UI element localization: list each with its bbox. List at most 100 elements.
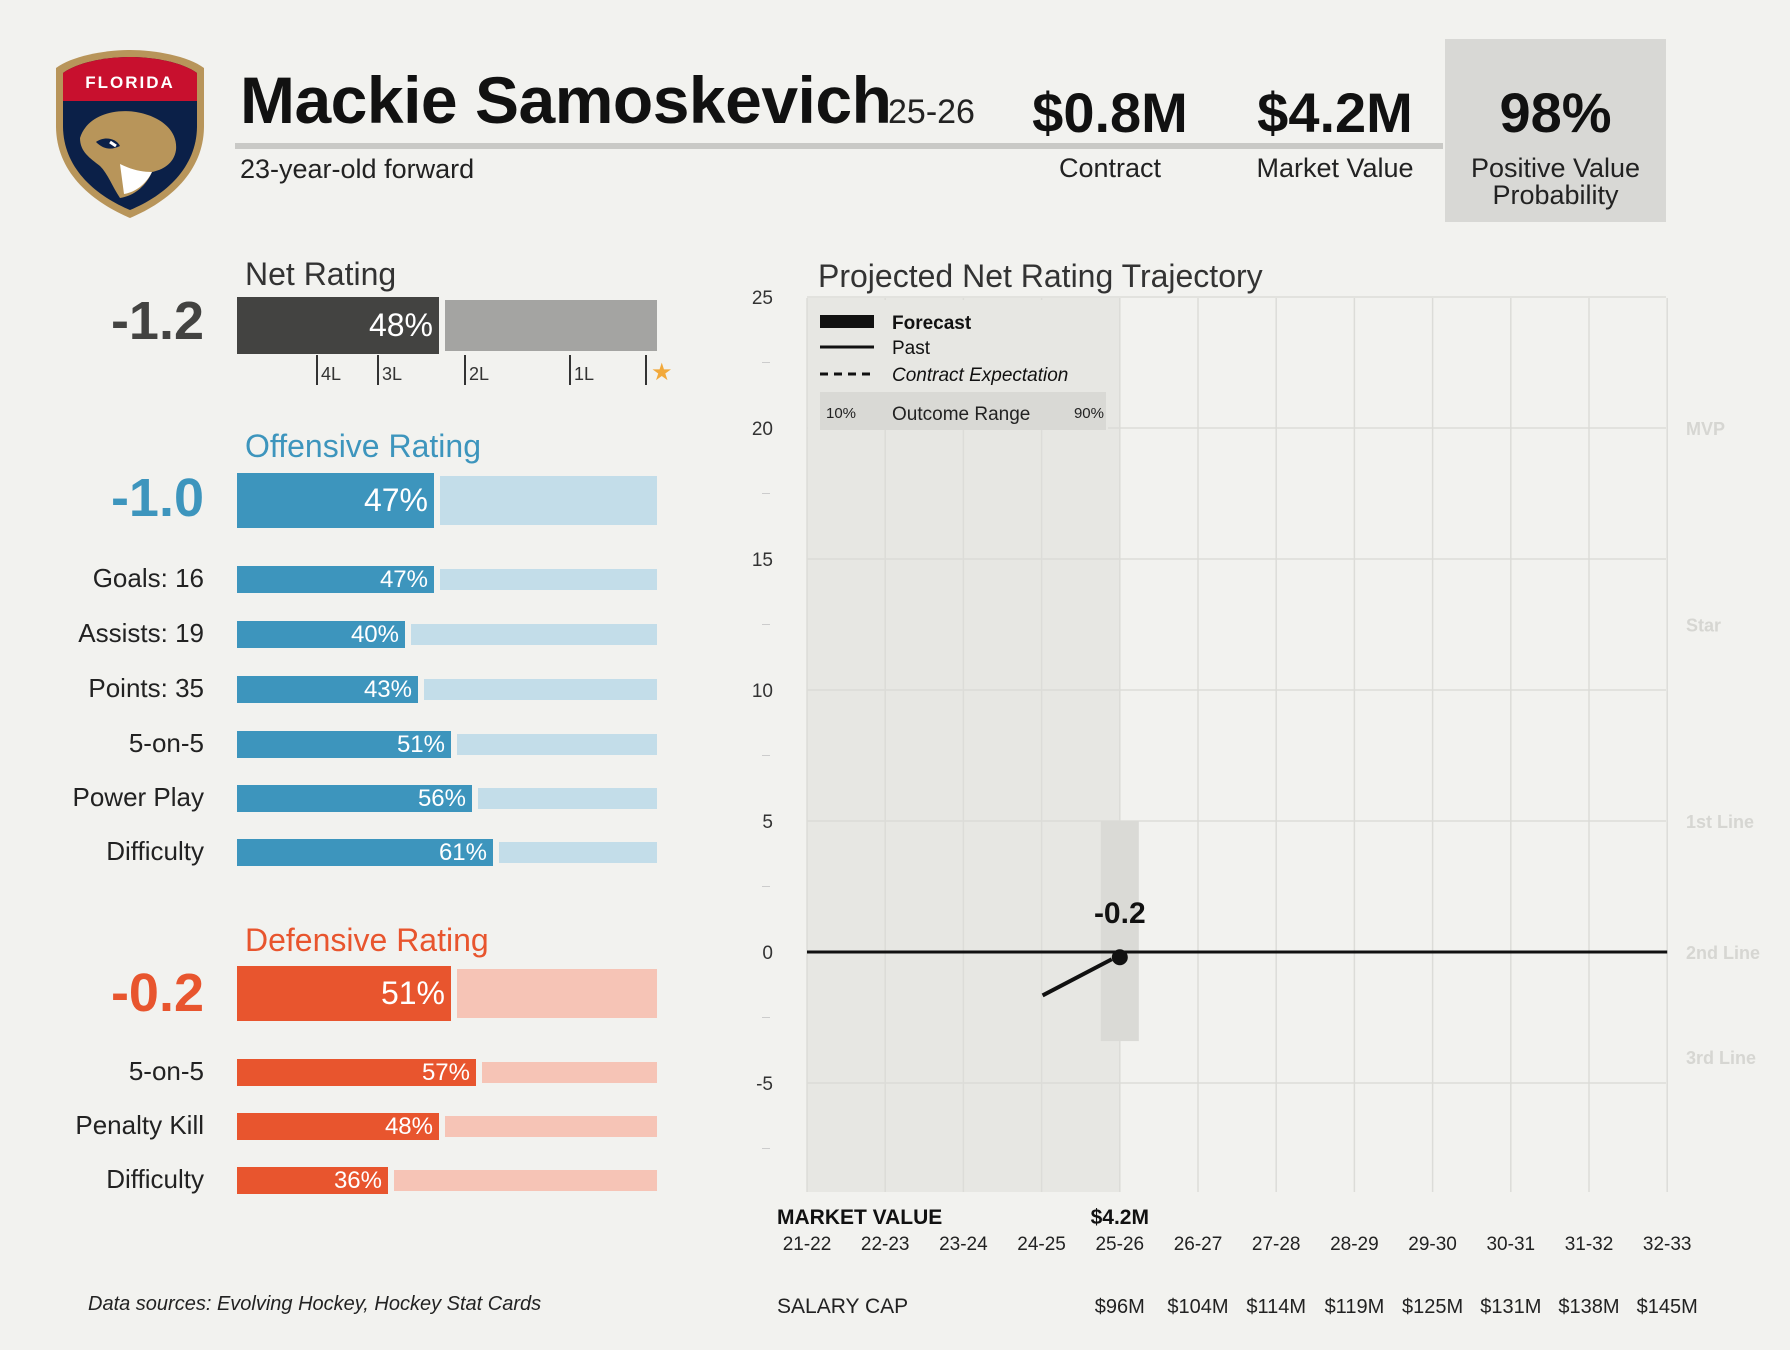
positive-value-label: Positive Value Probability	[1445, 155, 1666, 209]
positive-value-label-line2: Probability	[1492, 180, 1619, 210]
net-tick-label: 4L	[321, 364, 342, 384]
chart-title: Projected Net Rating Trajectory	[818, 258, 1263, 294]
offense-row-label: Power Play	[72, 782, 205, 812]
net-bar-fill: 48%	[237, 297, 439, 354]
net-tick	[377, 355, 379, 385]
net-rating-value: -1.2	[110, 291, 204, 351]
player-name: Mackie Samoskevich	[240, 63, 892, 137]
offense-row-bar-fill: 56%	[237, 785, 472, 812]
market-value-label: Market Value	[1256, 153, 1414, 183]
defense-bar-rest	[457, 969, 657, 1018]
contract-value: $0.8M	[1032, 81, 1188, 144]
tier-label: 2nd Line	[1686, 943, 1760, 963]
x-tick-label: 25-26	[1095, 1234, 1144, 1255]
offense-row-bar-fill: 51%	[237, 731, 451, 758]
x-tick-label: 29-30	[1408, 1234, 1457, 1255]
offense-row-bar-fill: 47%	[237, 566, 434, 593]
offense-row-bar-rest	[457, 734, 657, 755]
salary-cap-value: $125M	[1402, 1296, 1463, 1318]
season-label: 25-26	[888, 93, 975, 131]
y-tick-label: 0	[762, 943, 773, 964]
x-tick-label: 32-33	[1643, 1234, 1692, 1255]
x-tick-label: 22-23	[861, 1234, 910, 1255]
legend-range-high: 90%	[1074, 405, 1104, 422]
salary-cap-value: $119M	[1325, 1296, 1385, 1318]
offensive-rating-value: -1.0	[110, 468, 204, 528]
market-value: $4.2M	[1257, 81, 1413, 144]
net-tick-label: 3L	[382, 364, 403, 384]
current-point	[1111, 949, 1128, 966]
x-tick-label: 30-31	[1486, 1234, 1535, 1255]
offensive-rating-title: Offensive Rating	[245, 428, 481, 464]
defensive-rating-value: -0.2	[110, 963, 204, 1023]
x-tick-label: 23-24	[939, 1234, 988, 1255]
contract-label: Contract	[1058, 153, 1162, 183]
star-icon: ★	[651, 359, 673, 386]
offense-bar-fill: 47%	[237, 473, 434, 528]
offense-row-label: Points: 35	[88, 673, 204, 703]
net-tick-label: 2L	[469, 364, 490, 384]
legend-contract-label: Contract Expectation	[892, 365, 1068, 386]
salary-cap-value: $114M	[1246, 1296, 1306, 1318]
offense-row-bar-rest	[424, 679, 657, 700]
y-tick-label: -5	[756, 1074, 773, 1095]
salary-cap-row-label: SALARY CAP	[777, 1295, 908, 1318]
offense-row-label: Assists: 19	[78, 618, 204, 648]
tier-label: 3rd Line	[1686, 1048, 1756, 1068]
defensive-rating-title: Defensive Rating	[245, 922, 489, 958]
header-divider	[235, 143, 1443, 149]
tier-label: 1st Line	[1686, 812, 1754, 832]
x-tick-label: 27-28	[1252, 1234, 1301, 1255]
x-tick-label: 26-27	[1174, 1234, 1223, 1255]
tier-label: Star	[1686, 616, 1721, 636]
x-tick-label: 28-29	[1330, 1234, 1379, 1255]
defense-row-bar-rest	[445, 1116, 657, 1137]
defense-row-bar-fill: 48%	[237, 1113, 439, 1140]
salary-cap-value: $131M	[1480, 1296, 1541, 1318]
offense-row-bar-fill: 43%	[237, 676, 418, 703]
y-tick-label: 10	[752, 681, 773, 702]
market-value-row-label: MARKET VALUE	[777, 1206, 942, 1229]
y-tick-label: 25	[752, 288, 773, 309]
salary-cap-value: $138M	[1558, 1296, 1619, 1318]
offense-row-bar-fill: 61%	[237, 839, 493, 866]
offense-row-bar-rest	[440, 569, 657, 590]
x-tick-label: 24-25	[1017, 1234, 1066, 1255]
past-line	[1041, 957, 1113, 998]
defense-row-bar-fill: 36%	[237, 1167, 388, 1194]
positive-value-probability: 98%	[1499, 81, 1612, 144]
net-tick	[316, 355, 318, 385]
legend-past-label: Past	[892, 338, 931, 359]
y-tick-label: 15	[752, 550, 773, 571]
team-logo: FLORIDA	[56, 50, 204, 218]
offense-row-bar-rest	[411, 624, 657, 645]
logo-text: FLORIDA	[85, 73, 175, 92]
y-tick-label: 5	[762, 812, 773, 833]
offense-row-label: Goals: 16	[92, 563, 204, 593]
offense-row-label: Difficulty	[106, 836, 204, 866]
positive-value-box	[1445, 39, 1666, 222]
salary-cap-value: $104M	[1167, 1296, 1228, 1318]
defense-row-label: Penalty Kill	[75, 1110, 204, 1140]
data-source-note: Data sources: Evolving Hockey, Hockey St…	[88, 1293, 542, 1315]
defense-bar-fill: 51%	[237, 966, 451, 1021]
legend-range-low: 10%	[826, 405, 856, 422]
net-rating-title: Net Rating	[245, 256, 397, 292]
legend-range-swatch	[820, 392, 1106, 430]
net-bar-rest	[445, 300, 657, 351]
positive-value-label-line1: Positive Value	[1470, 153, 1641, 183]
offense-row-bar-fill: 40%	[237, 621, 405, 648]
net-tick	[645, 355, 647, 385]
market-value-amount: $4.2M	[1091, 1206, 1149, 1229]
offense-row-label: 5-on-5	[128, 728, 204, 758]
defense-row-label: 5-on-5	[128, 1056, 204, 1086]
net-tick	[569, 355, 571, 385]
legend-range-label: Outcome Range	[892, 404, 1030, 425]
player-subtitle: 23-year-old forward	[240, 154, 475, 184]
point-value-label: -0.2	[1094, 897, 1146, 930]
offense-bar-rest	[440, 476, 657, 525]
net-tick-label: 1L	[574, 364, 595, 384]
offense-row-bar-rest	[478, 788, 657, 809]
offense-row-bar-rest	[499, 842, 657, 863]
defense-row-bar-fill: 57%	[237, 1059, 476, 1086]
